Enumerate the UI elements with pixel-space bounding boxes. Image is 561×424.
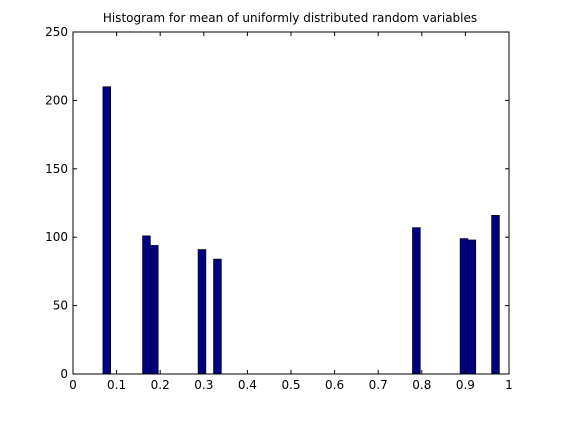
x-tick-label: 0.2	[151, 378, 170, 392]
x-tick-label: 0.7	[369, 378, 388, 392]
x-tick-label: 0.5	[281, 378, 300, 392]
x-tick-label: 0.6	[325, 378, 344, 392]
histogram-bar	[102, 86, 112, 375]
x-tick-label: 0.9	[456, 378, 475, 392]
x-tick-label: 1	[505, 378, 513, 392]
y-tick-label: 250	[45, 25, 68, 39]
histogram-bar	[150, 245, 159, 375]
y-tick-label: 150	[45, 162, 68, 176]
x-tick-label: 0	[69, 378, 77, 392]
histogram-bar	[491, 215, 500, 375]
histogram-bar	[142, 235, 151, 375]
histogram-bar	[459, 238, 469, 375]
histogram-bar	[197, 249, 207, 375]
bars-group	[102, 86, 500, 375]
x-tick-label: 0.3	[194, 378, 213, 392]
y-tick-label: 200	[45, 93, 68, 107]
axes-group: 0 0.1 0.2 0.3 0.4 0.5 0.6 0.7 0.8 0.9 1 0 50 100 150 20…	[45, 25, 513, 392]
chart-title: Histogram for mean of uniformly distribu…	[103, 11, 477, 25]
histogram-bar	[467, 239, 477, 375]
x-tick-label: 0.8	[412, 378, 431, 392]
plot-area	[73, 32, 509, 374]
y-tick-label: 50	[53, 299, 68, 313]
y-tick-label: 0	[60, 367, 68, 381]
histogram-bar	[412, 227, 421, 375]
y-tick-label: 100	[45, 230, 68, 244]
x-tick-label: 0.4	[238, 378, 257, 392]
histogram-bar	[213, 258, 222, 375]
x-tick-label: 0.1	[107, 378, 126, 392]
